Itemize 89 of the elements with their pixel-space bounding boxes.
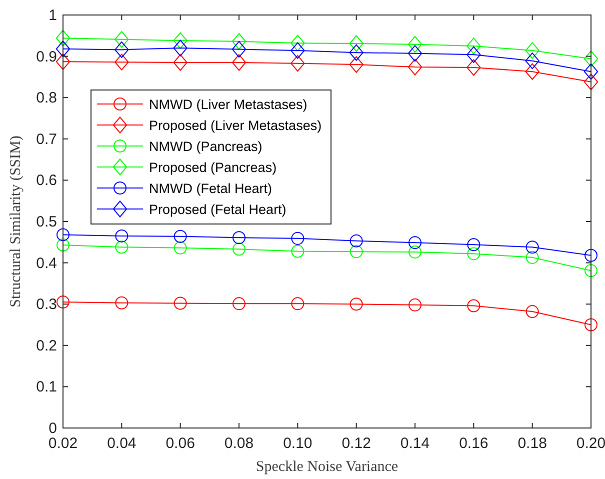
- x-axis-title: Speckle Noise Variance: [256, 459, 398, 475]
- point: [467, 247, 480, 260]
- y-tick-label: 0.4: [36, 254, 57, 272]
- y-tick-label: 0.7: [36, 130, 57, 148]
- point: [56, 30, 70, 46]
- point: [584, 63, 598, 80]
- point: [173, 54, 188, 71]
- point: [115, 296, 128, 310]
- legend-label: NMWD (Pancreas): [149, 139, 262, 154]
- point: [290, 42, 305, 59]
- point: [232, 54, 246, 71]
- point: [525, 42, 540, 59]
- legend-label: Proposed (Pancreas): [149, 160, 277, 175]
- point: [466, 46, 481, 63]
- point: [349, 56, 364, 73]
- x-tick-label: 0.14: [400, 435, 430, 452]
- point: [526, 240, 539, 254]
- point: [349, 35, 364, 52]
- y-tick-label: 0.6: [36, 172, 57, 190]
- y-tick-label: 0.8: [36, 90, 57, 107]
- point: [408, 58, 422, 76]
- point: [467, 299, 480, 312]
- point: [56, 40, 70, 58]
- point: [173, 32, 188, 49]
- point: [174, 230, 187, 243]
- point: [525, 63, 540, 80]
- point: [408, 236, 422, 250]
- x-tick-label: 0.20: [576, 435, 605, 452]
- x-tick-label: 0.18: [518, 435, 547, 452]
- x-tick-label: 0.16: [459, 435, 488, 452]
- y-tick-label: 0.1: [36, 378, 57, 396]
- point: [408, 45, 422, 62]
- legend-label: NMWD (Liver Metastases): [149, 97, 308, 112]
- point: [349, 44, 364, 61]
- point: [174, 296, 187, 310]
- point: [173, 40, 188, 56]
- legend-label: Proposed (Liver Metastases): [149, 118, 322, 133]
- point: [350, 245, 363, 258]
- point: [290, 55, 305, 72]
- point: [232, 40, 246, 58]
- point: [56, 238, 70, 252]
- point: [174, 241, 187, 254]
- point: [467, 238, 480, 252]
- point: [232, 297, 246, 310]
- point: [56, 228, 70, 242]
- point: [584, 74, 598, 90]
- point: [291, 232, 304, 245]
- point: [525, 52, 540, 70]
- y-tick-label: 0.2: [36, 337, 57, 354]
- point: [115, 229, 128, 242]
- legend-label: Proposed (Fetal Heart): [149, 202, 286, 217]
- x-tick-label: 0.12: [342, 435, 371, 452]
- y-tick-label: 1: [48, 7, 57, 24]
- point: [526, 250, 539, 264]
- point: [466, 59, 481, 76]
- point: [232, 231, 246, 244]
- point: [56, 53, 70, 70]
- point: [408, 36, 422, 53]
- y-axis-title: Structural Similarity (SSIM): [8, 136, 24, 308]
- point: [232, 242, 246, 256]
- y-tick-label: 0: [48, 420, 57, 437]
- point: [291, 297, 304, 310]
- x-tick-label: 0.02: [48, 435, 78, 452]
- point: [408, 298, 422, 312]
- point: [115, 240, 128, 254]
- point: [584, 318, 598, 332]
- point: [114, 54, 129, 70]
- point: [290, 34, 305, 52]
- point: [114, 31, 129, 48]
- point: [526, 305, 539, 318]
- point: [291, 244, 304, 258]
- x-tick-label: 0.06: [166, 435, 195, 452]
- point: [350, 234, 363, 248]
- point: [584, 248, 598, 262]
- x-tick-label: 0.08: [224, 435, 254, 452]
- legend-label: NMWD (Fetal Heart): [149, 181, 272, 196]
- y-tick-label: 0.3: [36, 296, 57, 314]
- point: [408, 246, 422, 259]
- point: [584, 264, 598, 278]
- point: [466, 38, 481, 54]
- y-tick-label: 0.5: [36, 214, 57, 230]
- point: [56, 296, 70, 309]
- x-tick-label: 0.10: [283, 435, 312, 452]
- x-tick-label: 0.04: [107, 435, 136, 452]
- point: [584, 50, 598, 68]
- y-tick-label: 0.9: [36, 48, 57, 66]
- point: [114, 41, 129, 58]
- point: [232, 33, 246, 50]
- point: [350, 298, 363, 311]
